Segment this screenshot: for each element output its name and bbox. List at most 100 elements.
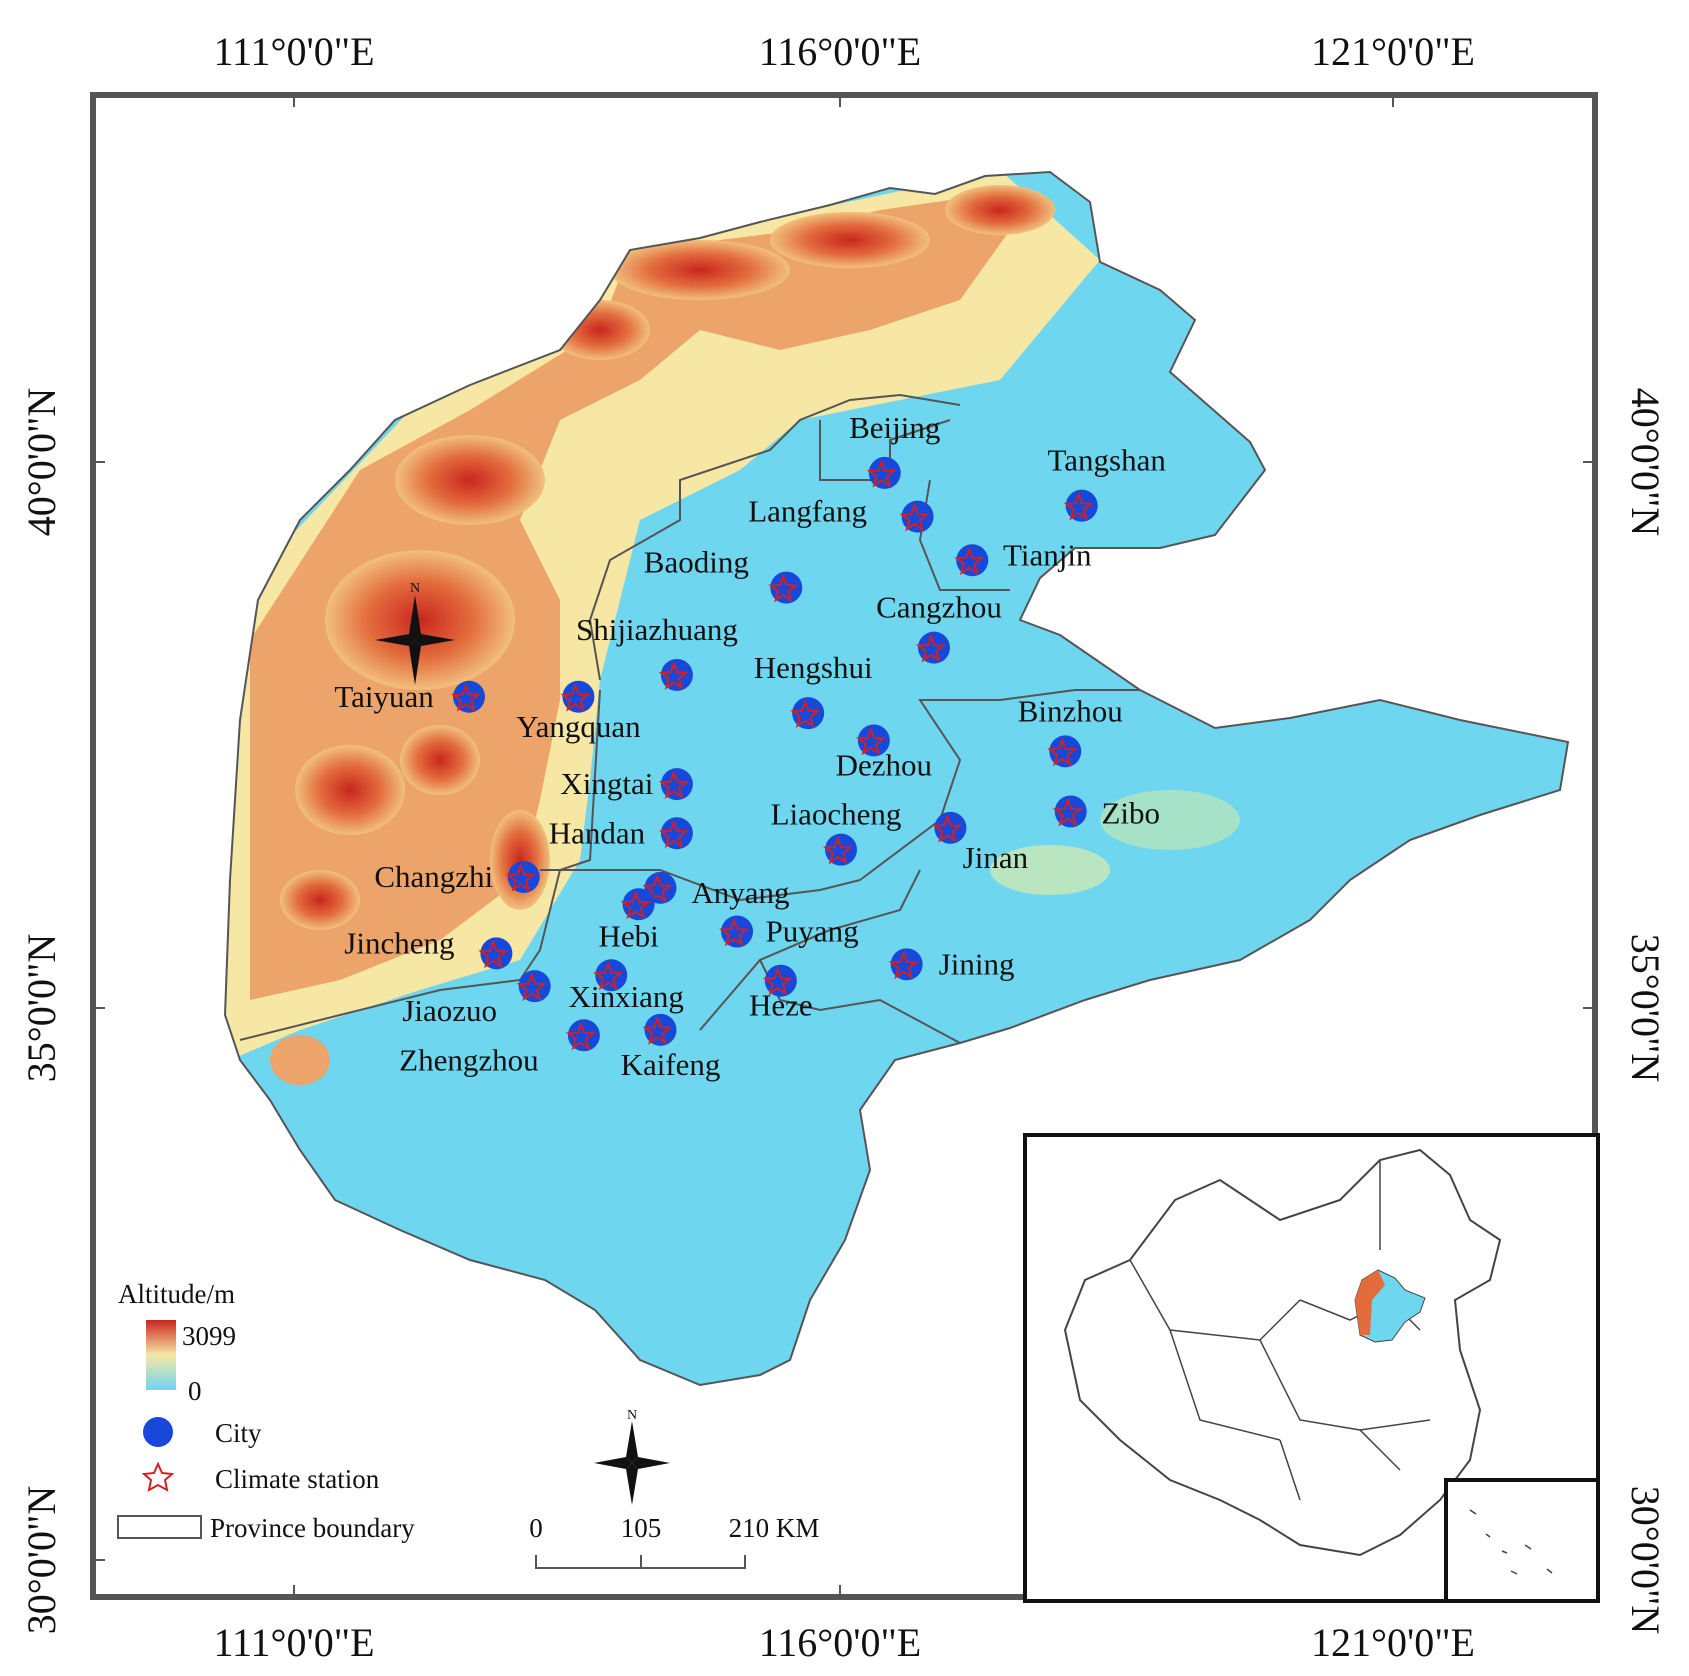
climate-station-star	[768, 573, 799, 603]
city-dot	[917, 631, 950, 664]
scale-bar: 0 105 210 KM	[529, 1513, 820, 1569]
inset-map	[1023, 1133, 1600, 1603]
city-label: Handan	[549, 815, 646, 850]
city-dot	[453, 680, 486, 713]
climate-station-star	[855, 726, 886, 756]
city-label: Tangshan	[1048, 443, 1167, 478]
shandong-hills	[990, 845, 1110, 895]
city-dot	[792, 697, 825, 730]
legend-province-boundary-symbol	[117, 1515, 202, 1539]
climate-station-star	[866, 459, 897, 488]
coord-top-121e: 121°0'0"E	[1311, 29, 1475, 74]
city-label: Binzhou	[1018, 693, 1123, 728]
city-marker-taiyuan: Taiyuan	[334, 679, 486, 714]
mountain-peak	[295, 745, 405, 835]
city-label: Baoding	[644, 545, 749, 580]
city-label: Xingtai	[560, 766, 653, 801]
city-marker-tangshan: Tangshan	[1048, 443, 1167, 522]
city-dot	[1054, 795, 1087, 828]
city-label: Heze	[749, 988, 813, 1023]
coord-right-40n: 40°0'0"N	[1623, 388, 1668, 536]
north-arrow-map-label: N	[410, 581, 420, 596]
coord-left-35n: 35°0'0"N	[19, 934, 64, 1082]
legend-altitude-title: Altitude/m	[118, 1279, 235, 1309]
mountain-peak	[770, 212, 930, 268]
city-marker-beijing: Beijing	[849, 410, 940, 489]
climate-station-star	[719, 917, 750, 947]
legend-city-label: City	[215, 1418, 262, 1448]
city-dot	[660, 817, 693, 850]
city-marker-langfang: Langfang	[748, 494, 934, 533]
legend-city-symbol	[143, 1417, 173, 1447]
city-marker-jinan: Jinan	[932, 811, 1029, 875]
inset-china-outline	[1063, 1148, 1502, 1557]
mountain-peak	[490, 810, 550, 910]
city-label: Jincheng	[344, 925, 454, 960]
city-label: Jining	[939, 946, 1015, 981]
climate-station-star	[516, 972, 547, 1001]
city-marker-shijiazhuang: Shijiazhuang	[576, 612, 738, 691]
city-dot	[1065, 489, 1098, 522]
city-dot	[934, 811, 967, 844]
climate-station-star	[593, 961, 624, 991]
city-label: Beijing	[849, 410, 940, 445]
climate-station-star	[620, 890, 651, 920]
shandong-hills	[1100, 790, 1240, 850]
scale-bar-line	[535, 1555, 746, 1569]
city-label: Kaifeng	[621, 1047, 721, 1082]
city-label: Jinan	[963, 840, 1029, 875]
city-marker-heze: Heze	[749, 964, 813, 1023]
mountain-peak	[945, 185, 1055, 235]
legend: Altitude/m 3099 0 City Climate station P…	[117, 1279, 415, 1543]
city-marker-zibo: Zibo	[1052, 795, 1160, 830]
climate-station-star	[932, 813, 963, 843]
coord-left-40n: 40°0'0"N	[19, 388, 64, 536]
city-dot	[660, 658, 693, 691]
mountain-zone	[250, 200, 1010, 1000]
cities-layer: Beijing Tangshan Langfang Tianjin Baoding Can…	[334, 410, 1166, 1082]
climate-station-star	[899, 502, 930, 532]
city-marker-dezhou: Dezhou	[836, 724, 932, 782]
climate-station-star	[790, 699, 821, 728]
city-marker-binzhou: Binzhou	[1018, 693, 1123, 768]
city-dot	[857, 724, 890, 757]
city-label: Zibo	[1101, 795, 1160, 830]
city-dot	[644, 1013, 677, 1046]
coord-left-30n: 30°0'0"N	[19, 1486, 64, 1634]
mountain-peak	[610, 240, 790, 300]
city-marker-tianjin: Tianjin	[954, 537, 1092, 577]
climate-station-star	[1063, 491, 1094, 521]
legend-altitude-min: 0	[188, 1376, 202, 1406]
climate-station-star	[658, 819, 689, 849]
coord-top-116e: 116°0'0"E	[759, 29, 921, 74]
city-label: Hengshui	[754, 650, 873, 685]
city-marker-anyang: Anyang	[642, 871, 790, 910]
inset-south-china-sea-frame	[1444, 1478, 1600, 1603]
city-label: Zhengzhou	[399, 1042, 538, 1077]
coord-bottom-111e: 111°0'0"E	[214, 1620, 375, 1665]
city-marker-kaifeng: Kaifeng	[621, 1013, 721, 1082]
climate-station-star	[658, 770, 690, 800]
scale-label-210: 210 KM	[729, 1513, 820, 1543]
city-marker-hebi: Hebi	[598, 888, 659, 953]
city-dot	[622, 888, 655, 921]
city-dot	[901, 500, 934, 533]
city-dot	[956, 544, 989, 577]
city-dot	[507, 860, 540, 893]
city-marker-changzhi: Changzhi	[374, 859, 540, 894]
city-dot	[562, 680, 595, 713]
mountain-peak	[395, 435, 545, 525]
city-dot	[518, 970, 551, 1003]
city-label: Tianjin	[1003, 537, 1092, 572]
city-dot	[480, 937, 513, 970]
city-label: Puyang	[766, 914, 859, 949]
climate-station-star	[762, 966, 793, 996]
city-label: Xinxiang	[569, 979, 684, 1014]
mountain-peak	[270, 1035, 330, 1085]
city-dot	[1049, 735, 1082, 768]
climate-station-star	[565, 1021, 597, 1051]
city-label: Jiaozuo	[402, 993, 497, 1028]
city-marker-jiaozuo: Jiaozuo	[402, 970, 551, 1028]
climate-station-star	[560, 682, 591, 712]
